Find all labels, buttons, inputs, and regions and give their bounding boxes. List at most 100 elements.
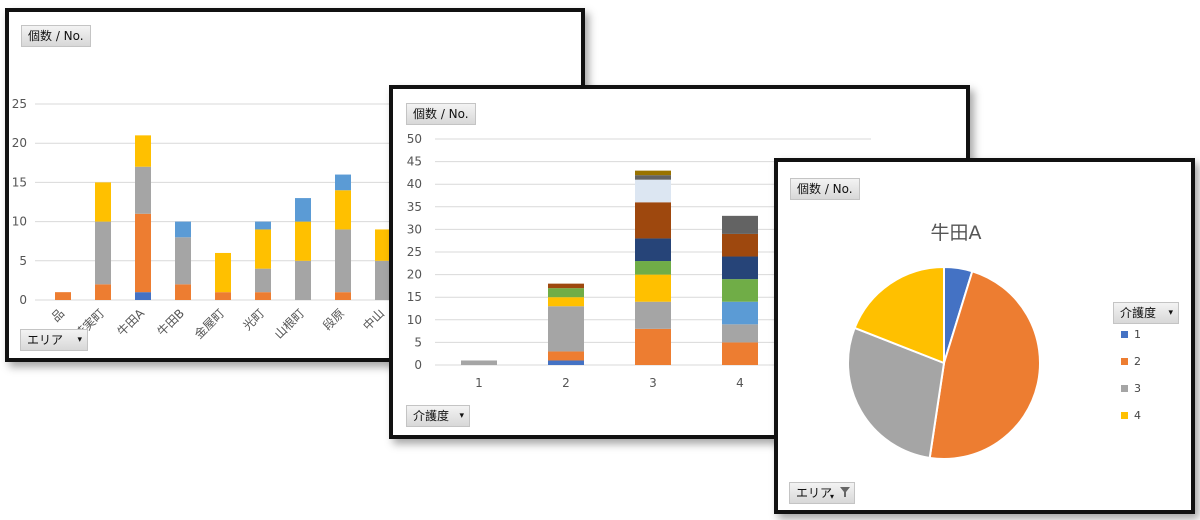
bar-segment xyxy=(635,301,671,329)
bar-segment xyxy=(722,279,758,302)
bar-segment xyxy=(375,260,391,300)
y-tick-label: 5 xyxy=(414,335,422,349)
x-tick-label: 金屋町 xyxy=(191,306,227,342)
legend-swatch xyxy=(1121,412,1128,419)
bar-segment xyxy=(335,229,351,293)
ushita-a-pie-chart: 牛田A 1 2 3 4 個数 / No. 介護度 ▾ エリア ▾ xyxy=(774,158,1195,514)
bar-segment xyxy=(635,202,671,239)
bar-segment xyxy=(461,360,497,365)
bar-segment xyxy=(548,283,584,289)
bar-segment xyxy=(548,297,584,307)
pie-title: 牛田A xyxy=(931,222,982,244)
y-tick-label: 15 xyxy=(12,175,27,189)
x-tick-label: 品 xyxy=(49,306,67,324)
bar-segment xyxy=(135,135,151,167)
value-field-button[interactable]: 個数 / No. xyxy=(790,178,860,200)
bar-segment xyxy=(722,301,758,325)
chevron-down-icon: ▾ xyxy=(830,492,835,501)
y-tick-label: 45 xyxy=(407,155,422,169)
bar-segment xyxy=(135,166,151,214)
bar-segment xyxy=(635,175,671,180)
chevron-down-icon: ▾ xyxy=(77,335,82,345)
bar-segment xyxy=(255,292,271,300)
pie-chart-plot: 牛田A 1 2 3 4 xyxy=(847,222,1141,460)
bar-segment xyxy=(295,221,311,261)
area-filter-field-label: エリア xyxy=(796,486,833,500)
bar-segment xyxy=(335,174,351,191)
bar-segment xyxy=(255,268,271,293)
legend-field-label: 介護度 xyxy=(1120,306,1157,320)
care-level-axis-field-button[interactable]: 介護度 ▾ xyxy=(406,405,470,427)
bar-segment xyxy=(722,215,758,234)
care-level-axis-field-label: 介護度 xyxy=(413,409,450,423)
bar-segment xyxy=(548,306,584,352)
y-tick-label: 25 xyxy=(12,97,27,111)
value-field-button[interactable]: 個数 / No. xyxy=(21,25,91,47)
bar-segment xyxy=(335,190,351,230)
y-tick-label: 0 xyxy=(19,293,27,307)
legend-label: 2 xyxy=(1134,355,1141,368)
y-tick-label: 30 xyxy=(407,222,422,236)
bar-segment xyxy=(135,292,151,300)
care-level-chart-plot: 0 5 10 15 20 25 30 35 40 45 50 1 2 3 4 xyxy=(407,132,871,390)
legend-swatch xyxy=(1121,385,1128,392)
y-tick-label: 15 xyxy=(407,290,422,304)
bar-segment xyxy=(548,288,584,298)
pie-slice xyxy=(928,270,1041,460)
y-tick-label: 10 xyxy=(407,313,422,327)
bar-segment xyxy=(255,221,271,230)
value-field-button[interactable]: 個数 / No. xyxy=(406,103,476,125)
y-tick-label: 10 xyxy=(12,215,27,229)
bar-segment xyxy=(722,342,758,365)
pie-slice xyxy=(853,265,945,365)
chevron-down-icon: ▾ xyxy=(1168,308,1173,318)
x-tick-label: 牛田A xyxy=(114,305,148,339)
legend-label: 4 xyxy=(1134,409,1141,422)
bar-segment xyxy=(55,292,71,300)
x-tick-label: 3 xyxy=(649,376,657,390)
bar-segment xyxy=(635,170,671,176)
y-tick-label: 50 xyxy=(407,132,422,146)
bar-segment xyxy=(95,221,111,285)
bar-segment xyxy=(635,328,671,365)
chevron-down-icon: ▾ xyxy=(459,411,464,421)
area-axis-field-label: エリア xyxy=(27,333,64,347)
pie-slice xyxy=(847,326,946,460)
legend-field-button[interactable]: 介護度 ▾ xyxy=(1113,302,1179,324)
legend-label: 1 xyxy=(1134,328,1141,341)
bar-segment xyxy=(215,252,231,293)
x-tick-label: 段原 xyxy=(320,306,348,334)
x-tick-label: 2 xyxy=(562,376,570,390)
y-tick-label: 35 xyxy=(407,200,422,214)
bar-segment xyxy=(722,233,758,257)
area-filter-field-button[interactable]: エリア ▾ xyxy=(789,482,855,504)
bar-segment xyxy=(375,229,391,261)
y-tick-label: 25 xyxy=(407,245,422,259)
y-tick-label: 20 xyxy=(12,136,27,150)
bar-segment xyxy=(722,324,758,343)
y-tick-label: 0 xyxy=(414,358,422,372)
legend-label: 3 xyxy=(1134,382,1141,395)
bar-segment xyxy=(635,179,671,203)
y-tick-label: 5 xyxy=(19,254,27,268)
bar-segment xyxy=(295,198,311,222)
bar-segment xyxy=(95,284,111,300)
bar-segment xyxy=(635,261,671,275)
bar-segment xyxy=(295,260,311,300)
legend-swatch xyxy=(1121,358,1128,365)
bar-segment xyxy=(175,237,191,285)
bar-segment xyxy=(335,292,351,300)
bar-segment xyxy=(215,292,231,300)
bar-segment xyxy=(548,360,584,365)
bar-segment xyxy=(135,213,151,293)
area-axis-field-button[interactable]: エリア ▾ xyxy=(20,329,88,351)
bar-segment xyxy=(95,182,111,222)
x-tick-label: 牛田B xyxy=(154,306,187,339)
x-tick-label: 光町 xyxy=(240,306,267,333)
y-tick-label: 20 xyxy=(407,268,422,282)
bar-segment xyxy=(175,284,191,300)
bar-segment xyxy=(548,351,584,361)
bar-segment xyxy=(175,221,191,238)
x-tick-label: 中山 xyxy=(360,306,388,334)
x-tick-label: 1 xyxy=(475,376,483,390)
